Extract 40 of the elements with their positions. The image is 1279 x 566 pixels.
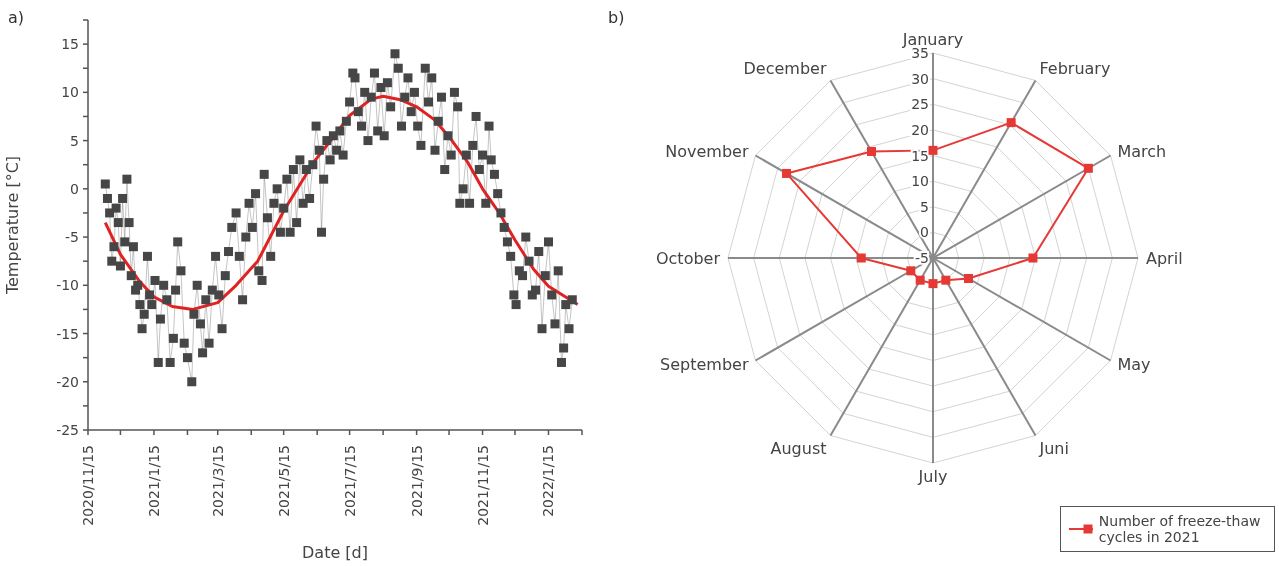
y-tick-label: 5	[70, 132, 79, 149]
spoke-label: September	[660, 355, 749, 375]
x-tick-label: 2020/11/15	[80, 445, 96, 526]
y-tick-label: 20	[911, 121, 929, 138]
y-axis-title: Temperature [°C]	[2, 155, 22, 296]
text: b)	[608, 8, 625, 27]
y-tick-label: 10	[911, 173, 929, 190]
y-tick-label: -25	[56, 422, 79, 438]
spoke-label: December	[743, 58, 827, 78]
spoke-label: July	[917, 467, 948, 487]
text: a)	[8, 8, 25, 27]
y-tick-label: 30	[911, 70, 929, 87]
x-tick-label: 2021/11/15	[474, 445, 491, 526]
y-tick-label: 5	[920, 198, 929, 215]
spoke-label: March	[1117, 142, 1167, 162]
spoke-label: October	[655, 248, 721, 268]
x-tick-label: 2021/7/15	[341, 445, 358, 517]
x-tick-label: 2021/3/15	[209, 445, 226, 517]
y-tick-label: 25	[911, 96, 929, 113]
spoke-label: February	[1039, 58, 1111, 78]
spoke-label: November	[665, 142, 749, 162]
x-tick-label: 2021/1/15	[145, 445, 162, 517]
x-axis-title: Date [d]	[302, 543, 368, 562]
legend-label: Number of freeze-thaw cycles in 2021	[1098, 513, 1262, 545]
x-tick-label: 2021/5/15	[275, 445, 292, 517]
spoke-label: Juni	[1038, 438, 1069, 458]
spoke-label: April	[1146, 248, 1183, 268]
x-tick-label: 2022/1/15	[540, 445, 557, 517]
y-tick-label: -15	[56, 325, 79, 342]
y-tick-label: 0	[70, 180, 79, 197]
y-tick-label: -5	[65, 229, 79, 246]
y-tick-label: -10	[56, 277, 79, 294]
y-tick-label: 10	[61, 84, 79, 101]
x-tick-label: 2021/9/15	[408, 445, 425, 517]
spoke-label: May	[1117, 355, 1151, 375]
spoke-label: August	[770, 438, 827, 458]
y-tick-label: 0	[920, 224, 929, 241]
y-tick-label: 15	[61, 36, 79, 53]
y-tick-label: -20	[56, 373, 79, 390]
y-tick-label: 15	[911, 147, 929, 164]
